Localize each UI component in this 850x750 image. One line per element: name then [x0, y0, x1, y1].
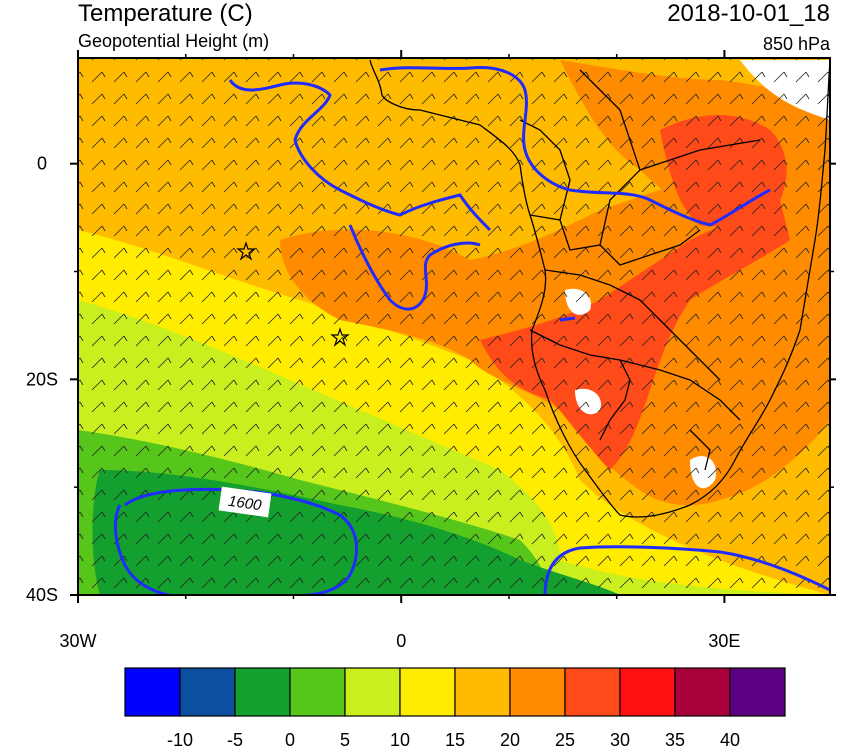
colorbar-swatch: [454, 667, 511, 717]
wind-barbs-layer: [78, 58, 830, 595]
country-border: [579, 69, 641, 171]
y-tick-label: 20S: [26, 369, 58, 389]
colorbar-tick-label: 20: [500, 730, 520, 750]
height-contour: [228, 79, 492, 232]
colorbar-tick-label: 5: [340, 730, 350, 750]
contour-label: 1600: [227, 493, 263, 515]
colorbar: -10 -5 0 5 10 15 20 25 30 35 40: [124, 667, 786, 750]
colorbar-swatch: [564, 667, 621, 717]
colorbar-swatch: [674, 667, 731, 717]
colorbar-swatch: [399, 667, 456, 717]
country-border: [544, 269, 721, 381]
colorbar-swatch: [509, 667, 566, 717]
star-icon: [236, 241, 256, 261]
height-contour: [559, 316, 576, 322]
colorbar-tick-label: 15: [445, 730, 465, 750]
coastlines-and-borders: [369, 59, 830, 518]
country-border: [519, 119, 571, 221]
valid-datetime: 2018-10-01_18: [667, 0, 830, 27]
country-border: [689, 429, 711, 471]
colorbar-tick-label: 30: [610, 730, 630, 750]
x-tick-label: 30E: [708, 631, 740, 651]
height-contour-1600: [124, 487, 359, 595]
country-border: [529, 214, 701, 266]
chart-title: Temperature (C): [78, 0, 253, 27]
colorbar-swatch: [289, 667, 346, 717]
colorbar-tick-label: 40: [720, 730, 740, 750]
star-markers: [236, 241, 350, 347]
colorbar-swatch: [619, 667, 676, 717]
colorbar-tick-label: 35: [665, 730, 685, 750]
country-border: [599, 139, 761, 246]
contour-label-box: 1600: [218, 486, 272, 518]
height-contour-1600: [114, 504, 181, 595]
geopotential-height-contours: [114, 65, 830, 595]
x-tick-label: 30W: [59, 631, 96, 651]
colorbar-tick-label: -10: [167, 730, 193, 750]
y-tick-label: 0: [37, 154, 47, 174]
pressure-level: 850 hPa: [762, 34, 830, 54]
country-border: [529, 329, 631, 441]
height-contour: [543, 545, 830, 595]
axis-ticks: 0 20S 40S 30W 0 30E: [26, 50, 836, 651]
height-contour: [348, 224, 481, 311]
star-icon: [330, 327, 350, 347]
map-plot-area: 1600: [78, 58, 830, 595]
x-tick-label: 0: [396, 631, 406, 651]
y-tick-label: 40S: [26, 585, 58, 605]
chart-subtitle: Geopotential Height (m): [78, 31, 270, 51]
colorbar-tick-label: 10: [390, 730, 410, 750]
height-contour: [379, 65, 771, 227]
colorbar-swatch: [234, 667, 291, 717]
colorbar-swatch: [344, 667, 401, 717]
colorbar-swatch: [124, 667, 181, 717]
colorbar-swatch: [729, 667, 786, 717]
plot-frame: [77, 57, 831, 596]
colorbar-tick-label: -5: [227, 730, 243, 750]
colorbar-swatch: [179, 667, 236, 717]
africa-coastline: [369, 59, 830, 518]
colorbar-tick-label: 25: [555, 730, 575, 750]
colorbar-tick-label: 0: [285, 730, 295, 750]
country-border: [619, 359, 741, 421]
